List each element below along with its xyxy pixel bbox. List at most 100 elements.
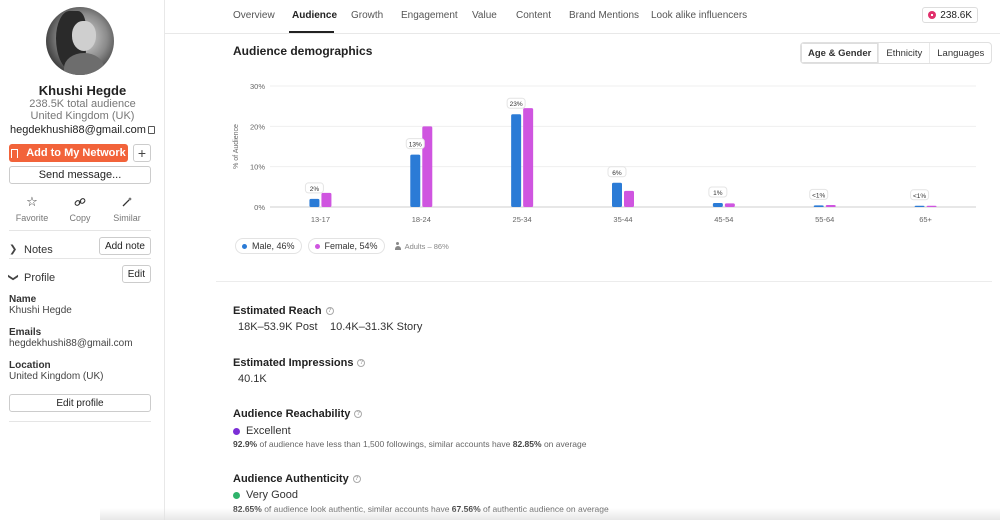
estimated-reach-title: Estimated Reach?	[233, 305, 334, 317]
data-label: 1%	[713, 190, 723, 197]
data-label: 13%	[409, 142, 422, 149]
legend-adults: Adults – 86%	[394, 242, 449, 251]
chevron-right-icon[interactable]: ❯	[9, 244, 18, 255]
divider	[9, 421, 151, 422]
bookmark-icon	[11, 148, 19, 158]
add-note-button[interactable]: Add note	[98, 237, 151, 255]
field-label-location: Location	[9, 360, 51, 371]
info-icon[interactable]: ?	[354, 410, 363, 418]
edit-button[interactable]: Edit	[121, 265, 151, 283]
profile-sidebar: Khushi Hegde 238.5K total audience Unite…	[0, 0, 165, 520]
field-label-emails: Emails	[9, 327, 42, 338]
bar-female-45-54	[724, 203, 735, 207]
info-icon[interactable]: ?	[325, 307, 334, 315]
data-label-bg	[607, 166, 627, 178]
instagram-icon	[928, 11, 937, 19]
y-tick-label: 30%	[250, 82, 265, 91]
data-label-bg	[304, 182, 324, 194]
top-tabs: Overview Audience Growth Engagement Valu…	[165, 0, 1000, 34]
info-icon[interactable]: ?	[357, 359, 366, 367]
y-tick-label: 0%	[254, 203, 265, 212]
chart-legend: Male, 46% Female, 54% Adults – 86%	[235, 238, 449, 254]
profile-location: United Kingdom (UK)	[30, 110, 135, 122]
audience-authenticity-title: Audience Authenticity?	[233, 473, 361, 485]
y-tick-label: 10%	[250, 163, 265, 172]
profile-audience: 238.5K total audience	[29, 98, 136, 110]
bar-male-25-34	[511, 114, 522, 207]
bar-male-65+	[914, 205, 925, 207]
field-value-location: United Kingdom (UK)	[9, 371, 104, 382]
add-to-network-button[interactable]: Add to My Network	[9, 144, 128, 162]
favorite-action[interactable]: ☆ Favorite	[9, 194, 55, 223]
bar-male-45-54	[712, 202, 723, 207]
copy-icon[interactable]	[147, 126, 155, 134]
tab-value[interactable]: Value	[472, 10, 497, 21]
tab-content[interactable]: Content	[516, 10, 552, 21]
x-tick-label: 25-34	[513, 215, 532, 224]
avatar	[46, 7, 114, 75]
bar-male-18-24	[410, 154, 421, 207]
edit-profile-button[interactable]: Edit profile	[9, 394, 151, 412]
field-value-name: Khushi Hegde	[9, 305, 72, 316]
active-tab-indicator	[289, 31, 334, 33]
field-value-emails: hegdekhushi88@gmail.com	[9, 338, 133, 349]
profile-email: hegdekhushi88@gmail.com	[0, 124, 165, 136]
data-label-bg	[910, 189, 930, 201]
x-tick-label: 55-64	[815, 215, 834, 224]
reach-story-value: 10.4K–31.3K Story	[330, 321, 423, 333]
tab-engagement[interactable]: Engagement	[401, 10, 458, 21]
data-label: 23%	[510, 101, 523, 108]
send-message-button[interactable]: Send message...	[9, 166, 151, 184]
age-gender-chart: 0% 10% 20% 30% % of Audience 2% 13-17 13% 18-24 2…	[233, 82, 976, 224]
field-label-name: Name	[9, 294, 37, 305]
tab-look-alike[interactable]: Look alike influencers	[651, 10, 748, 21]
data-label-bg	[506, 97, 526, 109]
segment-ethnicity[interactable]: Ethnicity	[879, 43, 931, 63]
similar-action[interactable]: Similar	[104, 194, 150, 223]
tab-overview[interactable]: Overview	[233, 10, 275, 21]
bar-female-55-64	[825, 204, 836, 207]
bar-female-35-44	[624, 190, 634, 207]
segment-age-gender[interactable]: Age & Gender	[801, 43, 880, 63]
x-tick-label: 13-17	[311, 215, 330, 224]
x-tick-label: 18-24	[412, 215, 431, 224]
tab-audience[interactable]: Audience	[292, 10, 338, 21]
demographics-segmented-control: Age & Gender Ethnicity Languages	[800, 42, 993, 64]
bar-male-55-64	[813, 205, 824, 207]
data-label-bg	[405, 138, 425, 150]
bar-female-65+	[926, 205, 937, 207]
data-label: <1%	[913, 193, 926, 200]
reach-post-value: 18K–53.9K Post	[238, 321, 318, 333]
demographics-title: Audience demographics	[233, 44, 373, 58]
data-label-bg	[708, 186, 728, 198]
follower-count-badge[interactable]: 238.6K	[922, 7, 978, 23]
bottom-fade	[100, 508, 1000, 520]
reachability-status: Excellent	[233, 425, 291, 437]
notes-section: ❯ Notes Add note	[0, 236, 165, 264]
data-label: <1%	[812, 192, 825, 199]
tab-brand-mentions[interactable]: Brand Mentions	[569, 10, 640, 21]
data-label-bg	[809, 188, 829, 200]
x-tick-label: 35-44	[613, 215, 632, 224]
y-tick-label: 20%	[250, 122, 265, 131]
impressions-value: 40.1K	[238, 373, 267, 385]
star-icon: ☆	[26, 194, 38, 209]
info-icon[interactable]: ?	[352, 475, 361, 483]
profile-name: Khushi Hegde	[38, 83, 127, 98]
divider	[9, 230, 151, 231]
chevron-down-icon[interactable]: ❯	[7, 273, 19, 282]
x-tick-label: 45-54	[714, 215, 733, 224]
status-dot	[233, 427, 240, 435]
add-plus-button[interactable]: +	[133, 144, 151, 162]
legend-male[interactable]: Male, 46%	[235, 238, 302, 254]
copy-action[interactable]: Copy	[57, 194, 103, 223]
data-label: 2%	[310, 186, 320, 193]
tab-growth[interactable]: Growth	[351, 10, 384, 21]
audience-reachability-title: Audience Reachability?	[233, 408, 363, 420]
segment-languages[interactable]: Languages	[937, 47, 985, 59]
link-icon	[57, 194, 103, 210]
bar-female-25-34	[523, 108, 534, 207]
legend-female[interactable]: Female, 54%	[307, 238, 385, 254]
status-dot	[233, 491, 240, 499]
x-tick-label: 65+	[919, 215, 932, 224]
